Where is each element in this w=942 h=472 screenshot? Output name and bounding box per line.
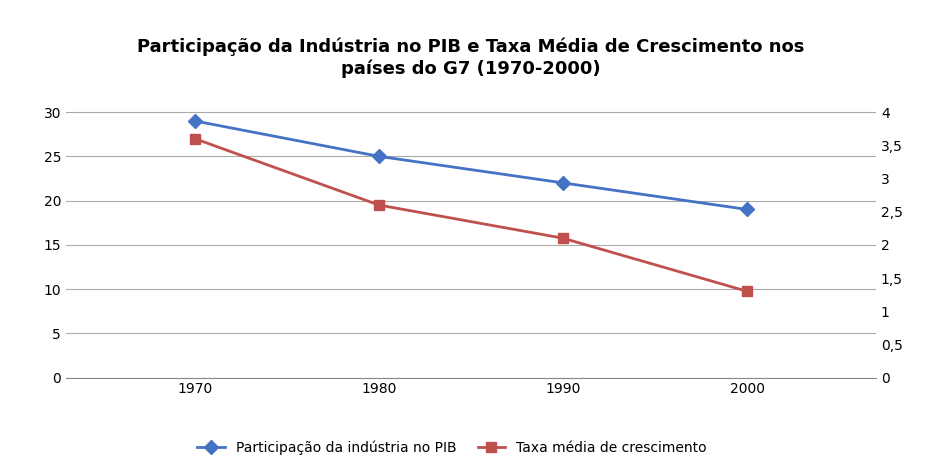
Taxa média de crescimento <box>741 288 753 294</box>
Participação da indústria no PIB <box>373 153 384 159</box>
Line: Participação da indústria no PIB: Participação da indústria no PIB <box>190 116 752 214</box>
Participação da indústria no PIB <box>189 118 201 124</box>
Title: Participação da Indústria no PIB e Taxa Média de Crescimento nos
países do G7 (1: Participação da Indústria no PIB e Taxa … <box>138 38 804 77</box>
Participação da indústria no PIB <box>741 207 753 212</box>
Taxa média de crescimento <box>189 136 201 142</box>
Line: Taxa média de crescimento: Taxa média de crescimento <box>190 134 752 296</box>
Legend: Participação da indústria no PIB, Taxa média de crescimento: Participação da indústria no PIB, Taxa m… <box>191 435 713 460</box>
Taxa média de crescimento <box>373 202 384 208</box>
Participação da indústria no PIB <box>558 180 569 185</box>
Taxa média de crescimento <box>558 236 569 241</box>
